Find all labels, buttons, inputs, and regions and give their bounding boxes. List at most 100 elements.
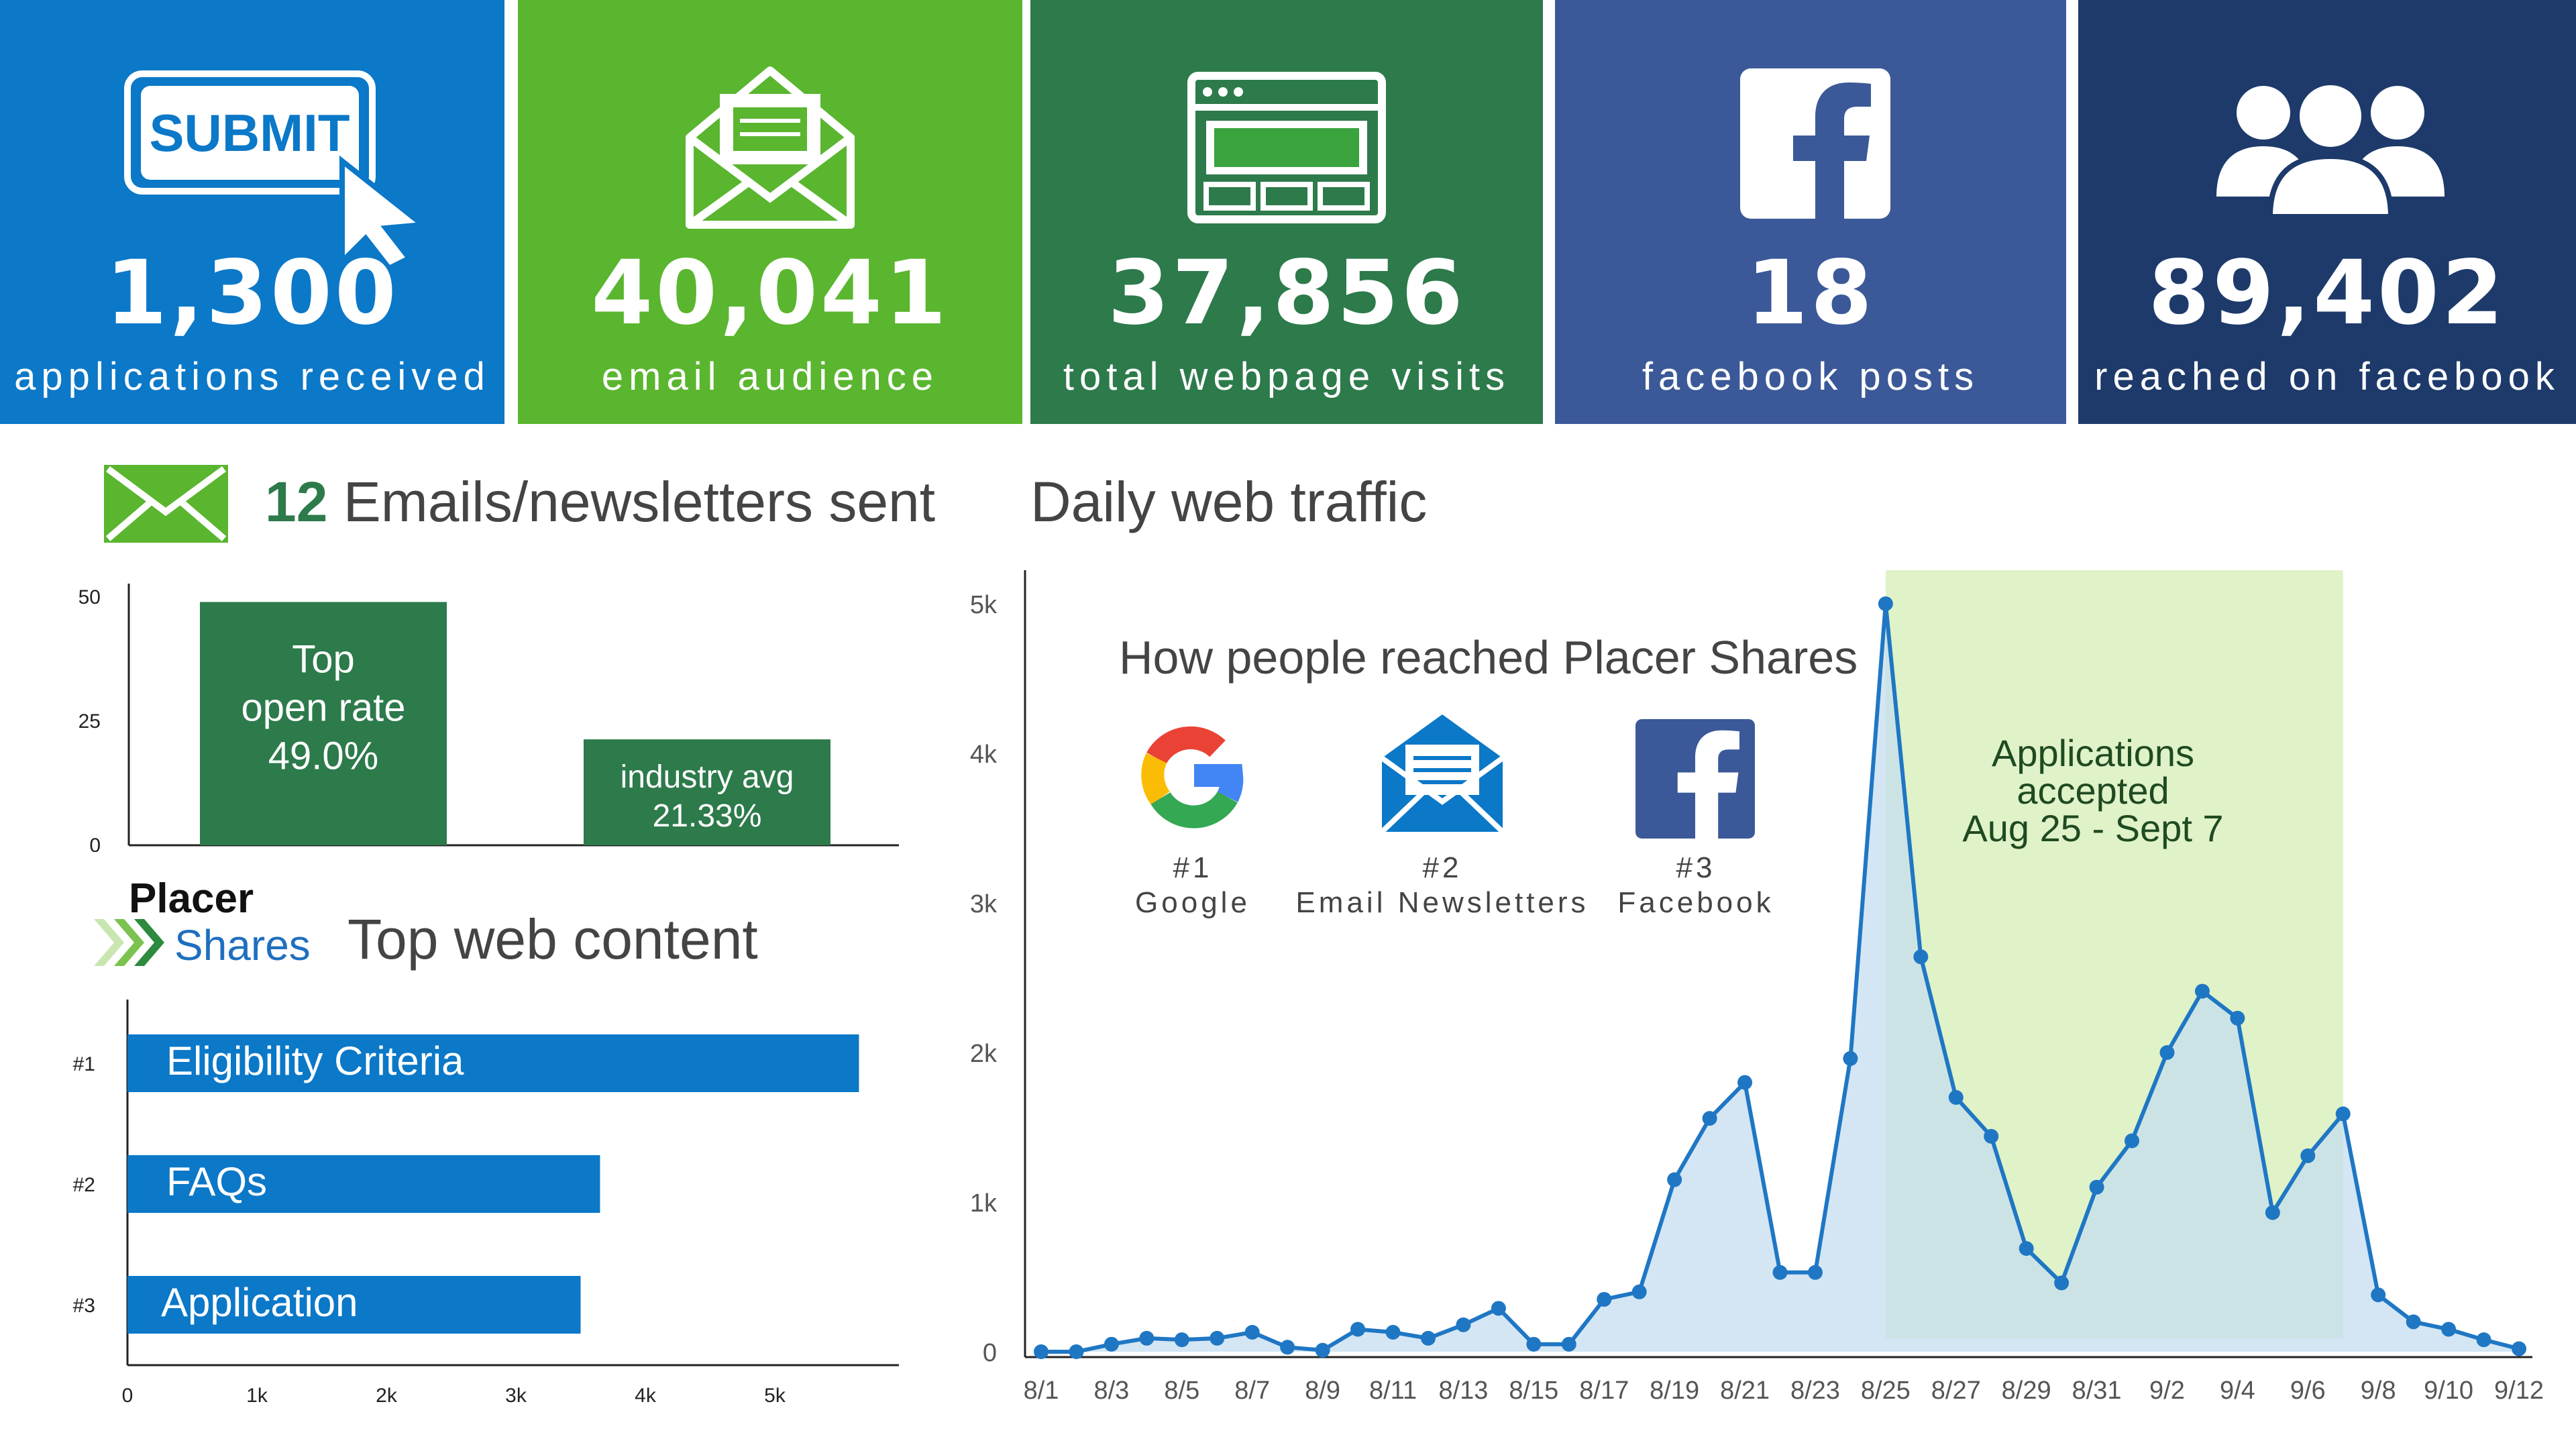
envelope-icon (104, 465, 228, 543)
kpi-label: email audience (601, 355, 939, 398)
x-tick-label: 8/23 (1790, 1377, 1840, 1405)
data-point (2089, 1179, 2104, 1195)
bar (200, 602, 447, 845)
x-tick-label: 9/12 (2494, 1377, 2544, 1405)
data-point (2512, 1341, 2526, 1356)
kpi-value: 40,041 (591, 241, 949, 345)
data-point (2054, 1275, 2070, 1291)
rank-label: #3 (73, 1295, 95, 1317)
data-point (1139, 1330, 1155, 1346)
data-point (2230, 1010, 2245, 1026)
x-tick-label: 9/6 (2290, 1377, 2326, 1405)
bar-label: 49.0% (268, 734, 378, 777)
data-point (2406, 1314, 2421, 1330)
data-point (1315, 1342, 1330, 1358)
x-tick-label: 4k (635, 1385, 657, 1407)
x-tick-label: 8/17 (1579, 1377, 1629, 1405)
x-tick-label: 5k (764, 1385, 786, 1407)
logo-text-shares: Shares (174, 921, 311, 969)
data-point (2300, 1148, 2316, 1163)
open-envelope-icon (686, 66, 855, 229)
data-point (1843, 1051, 1858, 1066)
reach-name: Facebook (1617, 886, 1774, 919)
data-point (1667, 1172, 1682, 1187)
data-point (2441, 1322, 2457, 1337)
emails-title: Emails/newsletters sent (343, 470, 936, 533)
data-point (2265, 1205, 2280, 1220)
applications-note-line1: Applications (1992, 732, 2194, 774)
kpi-tile-facebook-posts: 18 facebook posts (1555, 0, 2066, 424)
x-tick-label: 8/5 (1164, 1377, 1199, 1405)
bar-label: open rate (241, 686, 405, 729)
x-tick-label: 8/13 (1438, 1377, 1488, 1405)
bar-label: FAQs (166, 1159, 267, 1204)
x-tick-label: 9/8 (2361, 1377, 2396, 1405)
x-tick-label: 9/10 (2424, 1377, 2473, 1405)
data-point (1526, 1336, 1542, 1352)
x-tick-label: 8/15 (1509, 1377, 1558, 1405)
rank-label: #1 (73, 1053, 95, 1075)
bar (127, 1155, 600, 1213)
x-tick-label: 2k (376, 1385, 398, 1407)
bar-label: Eligibility Criteria (166, 1038, 464, 1083)
x-tick-label: 1k (246, 1385, 268, 1407)
data-point (1913, 949, 1929, 965)
bar (584, 739, 830, 845)
x-tick-label: 8/21 (1720, 1377, 1770, 1405)
daily-traffic-chart: 0 1k 2k 3k 4k 5k 8/1 8/3 8/5 8/7 8/9 8/11 8/13 8/15 8/… (970, 570, 2544, 1405)
x-tick-label: 8/9 (1305, 1377, 1340, 1405)
data-point (1420, 1330, 1436, 1346)
x-tick-label: 8/7 (1234, 1377, 1270, 1405)
reach-title: How people reached Placer Shares (1119, 631, 1858, 684)
bar-label: Application (161, 1280, 358, 1325)
facebook-icon (1740, 68, 1890, 219)
traffic-area (1041, 604, 2519, 1352)
facebook-icon (1635, 719, 1755, 839)
data-point (1984, 1128, 1999, 1144)
y-tick-label: 1k (970, 1189, 998, 1218)
traffic-title: Daily web traffic (1030, 470, 1428, 533)
x-tick-label: 8/31 (2072, 1377, 2122, 1405)
x-tick-label: 9/2 (2149, 1377, 2185, 1405)
reach-name: Google (1135, 886, 1250, 919)
data-point (2371, 1287, 2386, 1303)
x-tick-label: 8/11 (1369, 1377, 1417, 1405)
data-point (1244, 1325, 1260, 1340)
applications-note: Applications accepted Aug 25 - Sept 7 (1905, 735, 2281, 847)
kpi-label: total webpage visits (1063, 355, 1511, 398)
kpi-label: reached on facebook (2094, 355, 2560, 398)
kpi-tile-facebook-reach: 89,402 reached on facebook (2078, 0, 2576, 424)
data-point (1210, 1330, 1225, 1346)
logo-chevrons-icon (94, 919, 164, 966)
data-point (1350, 1322, 1366, 1337)
data-point (2019, 1241, 2034, 1256)
y-tick-label: 5k (970, 591, 998, 619)
kpi-value: 89,402 (2148, 241, 2506, 345)
y-tick-label: 0 (89, 835, 101, 852)
emails-heading: 12 Emails/newsletters sent (265, 470, 935, 535)
google-icon (1141, 726, 1244, 828)
data-point (2159, 1045, 2175, 1060)
data-point (2335, 1106, 2351, 1122)
x-tick-label: 8/3 (1093, 1377, 1129, 1405)
data-point (1174, 1332, 1189, 1348)
data-point (1597, 1291, 1612, 1307)
email-newsletter-icon (1380, 714, 1505, 834)
data-point (1069, 1344, 1084, 1359)
reach-rank: #1 (1173, 851, 1213, 884)
data-point (1280, 1340, 1295, 1355)
kpi-label: applications received (14, 355, 490, 398)
bar (127, 1276, 581, 1334)
data-point (1385, 1325, 1401, 1340)
kpi-value: 18 (1746, 241, 1875, 345)
y-tick-label: 3k (970, 890, 998, 918)
x-tick-label: 9/4 (2220, 1377, 2255, 1405)
data-point (1772, 1265, 1788, 1280)
data-point (1737, 1075, 1753, 1090)
applications-note-line2: accepted (2017, 769, 2169, 812)
reach-name: Email Newsletters (1295, 886, 1589, 919)
data-point (2194, 983, 2210, 999)
x-tick-label: 0 (122, 1385, 133, 1407)
data-point (1491, 1301, 1506, 1316)
